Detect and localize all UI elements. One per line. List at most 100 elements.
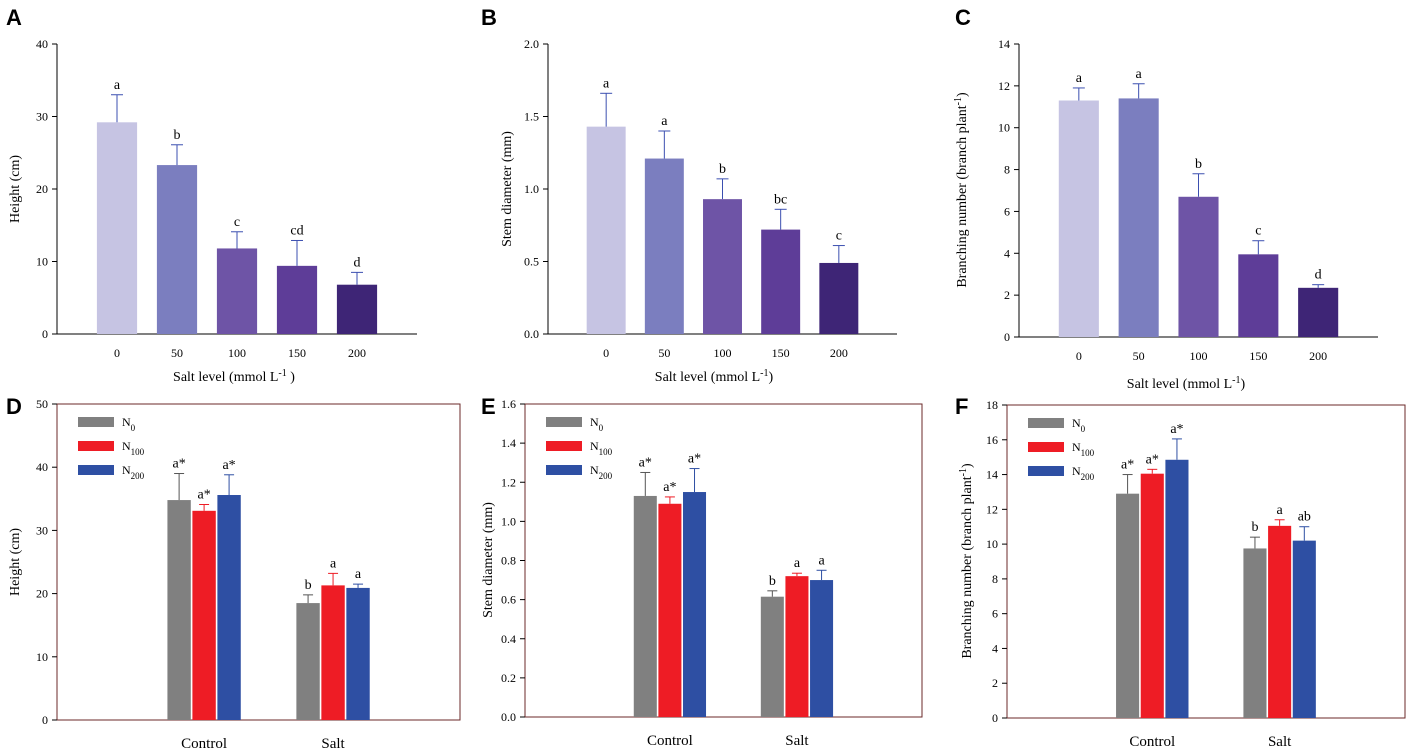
x-tick-label: 50 bbox=[658, 346, 670, 360]
bar-100 bbox=[1178, 196, 1219, 337]
x-tick-label: 100 bbox=[1190, 349, 1208, 363]
panel-letter: D bbox=[6, 394, 22, 419]
x-tick-label: 150 bbox=[1249, 349, 1267, 363]
x-tick-label: Control bbox=[647, 733, 693, 749]
x-tick-label: 100 bbox=[714, 346, 732, 360]
chart-panel-f: F 0 2 4 6 8 10 12 14 16 18 Branching number (branch… bbox=[955, 394, 1406, 750]
y-tick-label: 12 bbox=[986, 502, 998, 516]
y-tick-label: 0.2 bbox=[501, 671, 516, 685]
bar-50 bbox=[156, 165, 198, 334]
bar-0 bbox=[96, 122, 138, 334]
legend-swatch bbox=[546, 417, 582, 427]
chart-panel-e: E 0.0 0.2 0.4 0.6 0.8 1.0 1.2 1.4 1.6 Stem diamete… bbox=[481, 394, 923, 749]
significance-label: c bbox=[836, 229, 842, 244]
y-tick-label: 10 bbox=[998, 121, 1010, 135]
significance-label: c bbox=[234, 215, 240, 230]
legend-label: N0 bbox=[590, 415, 604, 433]
significance-label: a* bbox=[197, 487, 210, 502]
bar-n0-control bbox=[633, 495, 657, 717]
significance-label: a bbox=[818, 553, 825, 568]
y-tick-label: 30 bbox=[36, 523, 48, 537]
bar-150 bbox=[276, 265, 318, 334]
y-tick-label: 8 bbox=[1004, 163, 1010, 177]
x-axis-title: Salt level (mmol L-1) bbox=[1127, 375, 1246, 393]
legend-swatch bbox=[1028, 442, 1064, 452]
bar-150 bbox=[761, 229, 801, 334]
legend-label: N0 bbox=[122, 415, 136, 433]
y-tick-label: 6 bbox=[992, 607, 998, 621]
bar-n100-control bbox=[1140, 473, 1164, 718]
significance-label: a bbox=[1076, 71, 1083, 86]
legend-label-sub: 200 bbox=[131, 471, 145, 481]
y-tick-label: 0.6 bbox=[501, 593, 516, 607]
legend-label: N100 bbox=[1072, 440, 1095, 458]
y-tick-label: 10 bbox=[36, 255, 48, 269]
x-tick-label: 50 bbox=[1133, 349, 1145, 363]
y-tick-label: 2.0 bbox=[524, 37, 539, 51]
x-axis-title-sup: -1 bbox=[278, 368, 286, 379]
y-tick-label: 18 bbox=[986, 398, 998, 412]
x-tick-label: 0 bbox=[114, 346, 120, 360]
significance-label: cd bbox=[290, 223, 303, 238]
significance-label: a* bbox=[639, 455, 652, 470]
bar-0 bbox=[586, 126, 626, 335]
panel-letter: A bbox=[6, 5, 22, 30]
legend-label: N200 bbox=[122, 463, 145, 481]
x-tick-label: Salt bbox=[785, 733, 809, 749]
significance-label: a* bbox=[1121, 458, 1134, 473]
x-tick-label: 200 bbox=[348, 346, 366, 360]
x-tick-label: Control bbox=[1129, 734, 1175, 750]
x-axis-title-sup: -1 bbox=[760, 368, 768, 379]
bar-n100-control bbox=[658, 503, 682, 717]
bar-n0-salt bbox=[760, 596, 784, 717]
bar-n100-control bbox=[192, 510, 216, 720]
y-tick-label: 30 bbox=[36, 110, 48, 124]
y-tick-label: 0.8 bbox=[501, 554, 516, 568]
significance-label: a bbox=[114, 78, 121, 93]
bar-n200-salt bbox=[810, 580, 834, 717]
significance-label: a* bbox=[663, 480, 676, 495]
bar-n100-salt bbox=[785, 576, 809, 717]
significance-label: a* bbox=[172, 457, 185, 472]
bar-n0-control bbox=[167, 500, 191, 720]
bar-100 bbox=[216, 248, 258, 334]
legend-swatch bbox=[1028, 418, 1064, 428]
bar-n200-salt bbox=[346, 587, 370, 720]
y-tick-label: 0 bbox=[42, 327, 48, 341]
y-tick-label: 0 bbox=[42, 713, 48, 727]
significance-label: a bbox=[661, 114, 668, 129]
significance-label: b bbox=[719, 162, 726, 177]
plot-frame bbox=[524, 403, 923, 718]
legend-label-sub: 200 bbox=[599, 471, 613, 481]
y-tick-label: 0.0 bbox=[501, 710, 516, 724]
legend-label-sub: 200 bbox=[1081, 472, 1095, 482]
x-axis-title-end: ) bbox=[287, 370, 296, 385]
y-tick-label: 40 bbox=[36, 37, 48, 51]
y-tick-label: 10 bbox=[36, 650, 48, 664]
y-axis-title: Stem diameter (mm) bbox=[500, 131, 515, 247]
legend-swatch bbox=[546, 441, 582, 451]
y-tick-label: 6 bbox=[1004, 204, 1010, 218]
significance-label: a* bbox=[1146, 452, 1159, 467]
bar-200 bbox=[336, 284, 378, 334]
y-tick-label: 16 bbox=[986, 433, 998, 447]
legend-swatch bbox=[546, 465, 582, 475]
bar-n100-salt bbox=[321, 585, 345, 720]
x-tick-label: 150 bbox=[288, 346, 306, 360]
legend-label-sub: 0 bbox=[1081, 424, 1086, 434]
y-axis-title: Branching number (branch plant-1) bbox=[958, 463, 976, 659]
x-tick-label: 200 bbox=[1309, 349, 1327, 363]
bar-n100-salt bbox=[1268, 525, 1292, 718]
legend-swatch bbox=[1028, 466, 1064, 476]
bar-0 bbox=[1058, 100, 1099, 337]
legend-label: N100 bbox=[122, 439, 145, 457]
x-tick-label: 0 bbox=[1076, 349, 1082, 363]
legend-label: N100 bbox=[590, 439, 613, 457]
panel-letter: F bbox=[955, 394, 968, 419]
bar-n200-control bbox=[217, 495, 241, 720]
legend-swatch bbox=[78, 465, 114, 475]
significance-label: a bbox=[603, 76, 610, 91]
y-axis-title-sup: -1 bbox=[958, 468, 969, 476]
significance-label: b bbox=[174, 128, 181, 143]
